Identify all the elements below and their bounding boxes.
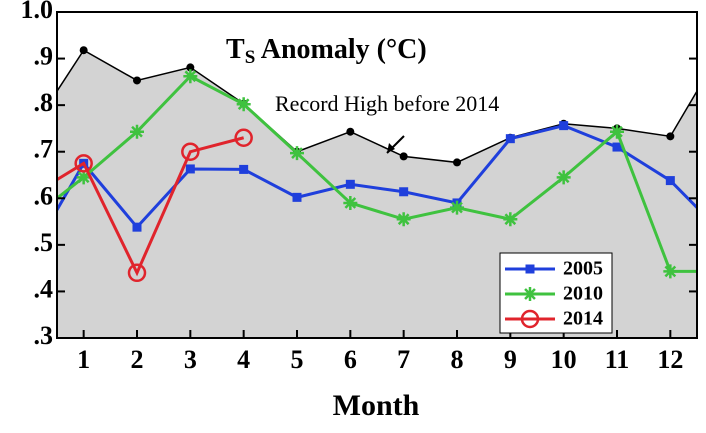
marker [74,154,93,173]
record-point [186,63,195,72]
marker [665,176,675,186]
legend-label: 2005 [563,258,603,280]
x-tick-label: 10 [551,345,577,374]
x-tick-label: 6 [344,345,357,374]
y-tick-label: .7 [34,135,54,164]
marker [290,146,304,161]
marker [503,212,518,227]
marker [663,264,678,279]
y-tick-label: .3 [34,321,54,350]
marker [292,192,302,202]
record-point [399,152,408,161]
x-tick-label: 4 [237,345,250,374]
annotation-arrowhead [387,143,395,153]
x-tick-label: 3 [184,345,197,374]
legend-label: 2014 [563,308,603,330]
x-tick-label: 1 [77,345,90,374]
series-line [57,74,697,273]
y-tick-label: .4 [34,274,54,303]
marker [559,121,569,131]
marker [505,134,515,144]
marker [236,97,251,112]
legend: 2005 2010 2014 [499,252,613,334]
x-tick-label: 8 [451,345,464,374]
legend-marker [525,264,535,274]
marker [132,222,142,232]
marker [130,124,144,139]
marker [185,164,195,174]
overlay: .3.4.5.6.7.8.91.01 2 3 4 5 6 7 8 9 10 11 1220052010… [21,0,698,374]
series-line [57,136,245,277]
x-tick-label: 2 [131,345,144,374]
record-point [453,158,461,167]
marker [76,170,91,185]
marker [610,124,624,139]
legend-marker [523,287,537,301]
marker [183,69,198,84]
marker [612,142,622,152]
marker [345,179,355,189]
marker [396,212,411,227]
y-tick-label: .6 [34,181,54,210]
marker [450,200,464,215]
x-tick-label: 7 [397,345,410,374]
marker [556,170,571,185]
plot-frame [56,11,698,339]
record-line [57,49,697,164]
legend-label: 2010 [563,283,603,305]
legend-marker [520,309,540,329]
record-point [346,127,355,136]
x-tick-label: 9 [504,345,517,374]
series-line [57,124,697,230]
marker [343,195,358,210]
annotation: Record High before 2014 [275,91,499,116]
x-tick-label: 11 [605,345,630,374]
record-point [133,76,141,85]
chart-title: TS Anomaly (°C) [226,34,427,68]
x-axis-label: Month [333,389,420,422]
x-tick-label: 5 [291,345,304,374]
record-point [666,132,675,141]
y-tick-label: 1.0 [21,0,54,24]
y-tick-label: .5 [34,228,54,257]
marker [239,164,249,174]
marker [127,263,147,283]
marker [181,142,200,161]
y-tick-label: .8 [34,88,54,117]
marker [234,128,253,147]
marker [399,187,409,197]
x-tick-label: 12 [657,345,683,374]
record-point [79,46,88,55]
y-tick-label: .9 [34,42,54,71]
